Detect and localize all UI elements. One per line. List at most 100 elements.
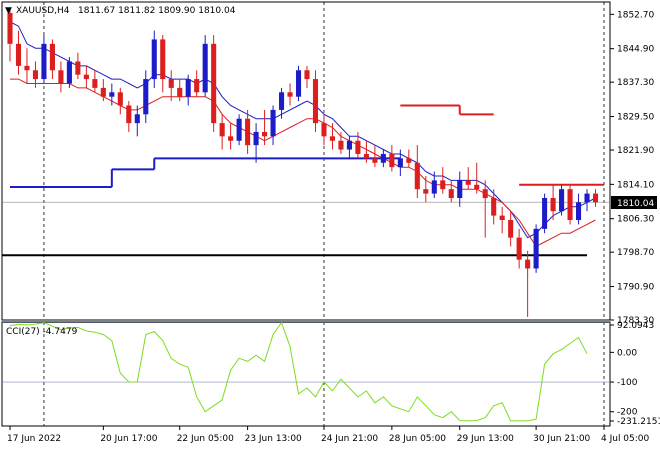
candle-body[interactable]: [414, 162, 420, 190]
candle-body[interactable]: [185, 79, 191, 97]
candle-body[interactable]: [126, 105, 132, 124]
candle-body[interactable]: [312, 79, 319, 124]
candle-body[interactable]: [550, 197, 556, 212]
candle-body[interactable]: [338, 140, 344, 150]
price-tick-label: 1837.30: [617, 78, 654, 88]
candle-body[interactable]: [41, 43, 47, 80]
candle-body[interactable]: [516, 237, 522, 260]
candle-body[interactable]: [592, 193, 599, 203]
candle-body[interactable]: [491, 197, 497, 216]
candle-body[interactable]: [83, 74, 89, 80]
candle-body[interactable]: [474, 184, 480, 190]
cci-title: CCI(27) -4.7479: [6, 327, 78, 337]
candle-body[interactable]: [134, 114, 140, 124]
time-tick-label: 24 Jun 21:00: [321, 434, 378, 444]
candle-body[interactable]: [109, 92, 115, 97]
candle-body[interactable]: [423, 189, 429, 194]
slow-ma-line: [10, 78, 596, 248]
price-tick-label: 1844.90: [617, 45, 654, 55]
time-tick-label: 20 Jun 17:00: [100, 434, 157, 444]
candle-body[interactable]: [440, 180, 446, 190]
candle-body[interactable]: [304, 70, 310, 80]
candle-body[interactable]: [92, 79, 98, 88]
cci-layer: [2, 321, 610, 426]
candle-body[interactable]: [58, 70, 64, 84]
price-tick-label: 1829.50: [617, 113, 654, 123]
price-tick-label: 1821.90: [617, 146, 654, 156]
candle-body[interactable]: [262, 131, 268, 137]
price-tick-label: 1806.30: [617, 215, 654, 225]
candle-body[interactable]: [372, 158, 378, 163]
axes-layer: 1852.70 1844.90 1837.30 1829.50 1821.90 1814.…: [7, 10, 660, 444]
candle-body[interactable]: [508, 220, 514, 238]
candle-body[interactable]: [363, 153, 369, 159]
price-tick-label: 1814.10: [617, 180, 654, 190]
candle-body[interactable]: [143, 79, 149, 115]
price-tick-label: 1790.90: [617, 283, 654, 293]
candle-body[interactable]: [194, 79, 200, 93]
candle-body[interactable]: [542, 197, 548, 229]
candle-body[interactable]: [346, 140, 352, 150]
candle-body[interactable]: [168, 79, 174, 88]
candle-body[interactable]: [100, 87, 106, 97]
candle-body[interactable]: [533, 228, 539, 269]
candle-body[interactable]: [431, 180, 437, 194]
candle-body[interactable]: [482, 189, 488, 198]
candle-body[interactable]: [202, 43, 208, 93]
cci-tick-label: 0.00: [617, 348, 637, 358]
candle-body[interactable]: [49, 43, 55, 71]
candle-body[interactable]: [457, 180, 463, 198]
candle-body[interactable]: [253, 131, 259, 146]
candle-body[interactable]: [321, 123, 327, 137]
candle-body[interactable]: [219, 123, 225, 137]
symbol-label: XAUUSD,H4: [16, 6, 70, 16]
candle-body[interactable]: [287, 92, 293, 97]
cci-plot-area[interactable]: [1, 321, 611, 427]
candle-body[interactable]: [355, 140, 361, 154]
candle-body[interactable]: [499, 215, 505, 221]
ohlc-label: 1811.67 1811.82 1809.90 1810.04: [78, 6, 236, 16]
time-tick-label: 4 Jul 05:00: [601, 434, 650, 444]
candle-body[interactable]: [7, 13, 13, 44]
candle-body[interactable]: [160, 39, 166, 80]
candle-body[interactable]: [525, 259, 531, 269]
price-tick-label: 1798.70: [617, 248, 654, 258]
candle-body[interactable]: [584, 193, 590, 203]
candle-body[interactable]: [465, 180, 471, 185]
candle-body[interactable]: [278, 92, 285, 110]
candle-body[interactable]: [117, 92, 123, 106]
candle-body[interactable]: [15, 43, 22, 66]
candle-body[interactable]: [236, 118, 242, 141]
candle-body[interactable]: [559, 189, 565, 212]
cci-tick-label: -231.2151: [617, 417, 660, 427]
candle-body[interactable]: [24, 65, 30, 71]
candle-body[interactable]: [406, 158, 412, 163]
candle-body[interactable]: [211, 43, 217, 124]
time-tick-label: 23 Jun 13:00: [245, 434, 302, 444]
candle-body[interactable]: [75, 61, 81, 75]
candle-body[interactable]: [448, 189, 454, 198]
candle-body[interactable]: [329, 136, 336, 141]
time-tick-label: 29 Jun 13:00: [457, 434, 514, 444]
candle-body[interactable]: [380, 153, 386, 163]
candle-body[interactable]: [177, 87, 183, 97]
price-tick-label: 1783.30: [617, 316, 654, 326]
price-tick-label: 1852.70: [617, 10, 654, 20]
candle-body[interactable]: [575, 202, 582, 221]
cci-tick-label: -100: [617, 378, 638, 388]
fast-ma-line: [9, 21, 596, 239]
candle-body[interactable]: [295, 70, 302, 97]
main-plot-area[interactable]: [1, 1, 611, 321]
dropdown-arrow-icon[interactable]: ▼: [5, 6, 12, 16]
candle-body[interactable]: [567, 189, 573, 221]
candle-body[interactable]: [32, 70, 39, 80]
candle-body[interactable]: [66, 61, 72, 84]
candle-body[interactable]: [397, 158, 403, 168]
candle-body[interactable]: [389, 153, 395, 168]
candle-body[interactable]: [245, 118, 251, 146]
candle-body[interactable]: [228, 136, 234, 141]
candle-body[interactable]: [151, 39, 157, 80]
current-price-tag: [611, 196, 657, 209]
candle-body[interactable]: [270, 109, 276, 137]
